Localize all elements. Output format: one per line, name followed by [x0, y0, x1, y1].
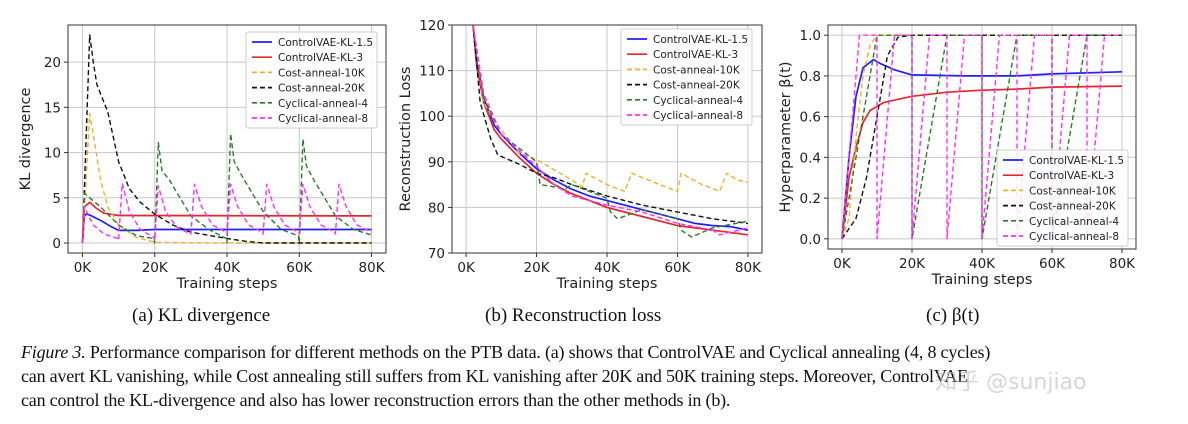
legend-label: Cyclical-anneal-4 [1029, 216, 1119, 228]
legend: ControlVAE-KL-1.5 ControlVAE-KL-3 Cost-ann… [245, 31, 378, 129]
y-tick-label: 0.6 [800, 110, 821, 126]
y-axis-label: KL divergence [18, 88, 34, 191]
y-tick-label: 0.8 [800, 69, 821, 85]
plot-frame [67, 24, 387, 254]
y-tick-label: 0.4 [800, 150, 821, 166]
y-tick-label: 0 [52, 236, 61, 252]
caption-line-2: can avert KL vanishing, while Cost annea… [21, 366, 968, 386]
series-line-cyclical-anneal-8 [472, 25, 749, 236]
x-tick-label: 20K [142, 260, 169, 276]
x-tick-label: 80K [735, 260, 762, 276]
y-tick-label: 10 [44, 146, 61, 162]
legend-label: ControlVAE-KL-3 [653, 49, 738, 61]
legend-label: ControlVAE-KL-1.5 [1029, 155, 1124, 167]
series-line-cyclical-anneal-8 [841, 34, 1122, 240]
y-axis-label: Reconstruction Loss [398, 67, 414, 212]
x-tick-label: 0K [457, 260, 476, 276]
y-tick-label: 15 [44, 100, 61, 116]
y-tick-label: 120 [419, 18, 445, 34]
series-line-controlvae-kl-1.5 [81, 213, 372, 244]
legend-box [996, 149, 1129, 247]
legend-label: Cost-anneal-10K [1029, 185, 1117, 197]
series-line-cost-anneal-20k [472, 25, 748, 225]
y-tick-label: 0.0 [800, 232, 821, 248]
legend-label: Cyclical-anneal-8 [278, 113, 368, 125]
series-line-cyclical-anneal-4 [472, 25, 749, 238]
legend-box [620, 28, 753, 126]
subcaption-a: (a) KL divergence [132, 305, 271, 326]
legend-label: Cyclical-anneal-4 [278, 98, 368, 110]
y-tick-label: 90 [428, 155, 445, 171]
series-line-cyclical-anneal-8 [81, 182, 372, 244]
y-tick-label: 20 [44, 55, 61, 71]
x-tick-label: 60K [664, 260, 691, 276]
x-tick-label: 0K [74, 260, 93, 276]
subcaption-b: (b) Reconstruction loss [485, 305, 662, 326]
chart-panel-2: 0K 20K 40K 60K 80K 0.0 0.2 0.4 0.6 0.8 1.0 Training… [778, 24, 1137, 288]
legend-label: Cost-anneal-20K [1029, 201, 1117, 213]
legend-label: Cyclical-anneal-8 [1029, 231, 1119, 243]
y-tick-label: 100 [419, 109, 445, 125]
y-tick-label: 70 [428, 246, 445, 262]
y-tick-label: 0.2 [800, 191, 821, 207]
x-tick-label: 40K [969, 256, 996, 272]
plot-frame [451, 24, 763, 254]
x-axis-label: Training steps [556, 276, 658, 292]
x-tick-label: 80K [359, 260, 386, 276]
y-tick-label: 80 [428, 200, 445, 216]
series-line-controlvae-kl-1.5 [472, 25, 749, 232]
legend-label: ControlVAE-KL-3 [1029, 170, 1114, 182]
x-axis-label: Training steps [931, 272, 1033, 288]
chart-panel-0: 0K 20K 40K 60K 80K 0 5 10 15 20 Training steps KL d… [18, 24, 387, 292]
series-line-cost-anneal-10k [472, 25, 749, 193]
caption-text-1: Performance comparison for different met… [85, 342, 991, 362]
x-tick-label: 20K [899, 256, 926, 272]
y-tick-label: 110 [419, 64, 445, 80]
legend-label: Cost-anneal-20K [653, 80, 741, 92]
charts-canvas: 0K 20K 40K 60K 80K 0 5 10 15 20 Training steps KL d… [18, 18, 1137, 292]
x-tick-label: 60K [1039, 256, 1066, 272]
legend-label: Cyclical-anneal-8 [653, 110, 743, 122]
x-tick-label: 40K [594, 260, 621, 276]
legend-label: Cost-anneal-20K [278, 83, 366, 95]
legend-label: ControlVAE-KL-3 [278, 52, 363, 64]
y-tick-label: 5 [52, 191, 61, 207]
legend-label: Cyclical-anneal-4 [653, 95, 743, 107]
x-tick-label: 80K [1109, 256, 1136, 272]
series-line-cyclical-anneal-4 [81, 132, 372, 244]
series-line-cost-anneal-10k [81, 113, 372, 244]
watermark: 知乎 @sunjiao [935, 370, 1087, 395]
y-axis-label: Hyperparameter β(t) [778, 62, 794, 213]
x-tick-label: 60K [286, 260, 313, 276]
y-tick-label: 1.0 [800, 28, 821, 44]
x-axis-label: Training steps [176, 276, 278, 292]
legend-label: ControlVAE-KL-1.5 [278, 37, 373, 49]
legend-label: Cost-anneal-10K [278, 67, 366, 79]
series-line-cost-anneal-10k [841, 34, 1122, 240]
caption-line-1: Figure 3. Performance comparison for dif… [21, 342, 990, 363]
plot-frame [827, 24, 1137, 250]
series-line-controlvae-kl-3 [841, 85, 1123, 239]
caption-label: Figure 3. [21, 342, 86, 362]
subcaption-c: (c) β(t) [926, 305, 980, 326]
chart-panel-1: 0K 20K 40K 60K 80K 70 80 90 100 110 120 Training st… [398, 18, 763, 292]
legend-label: Cost-anneal-10K [653, 64, 741, 76]
x-tick-label: 20K [524, 260, 551, 276]
series-line-controlvae-kl-1.5 [841, 58, 1123, 239]
legend-box [245, 31, 378, 129]
legend: ControlVAE-KL-1.5 ControlVAE-KL-3 Cost-ann… [620, 28, 753, 126]
x-tick-label: 0K [833, 256, 852, 272]
x-tick-label: 40K [214, 260, 241, 276]
legend-label: ControlVAE-KL-1.5 [653, 34, 748, 46]
series-line-cost-anneal-20k [81, 34, 372, 244]
legend: ControlVAE-KL-1.5 ControlVAE-KL-3 Cost-ann… [996, 149, 1129, 247]
caption-line-3: can control the KL-divergence and also h… [21, 390, 731, 410]
